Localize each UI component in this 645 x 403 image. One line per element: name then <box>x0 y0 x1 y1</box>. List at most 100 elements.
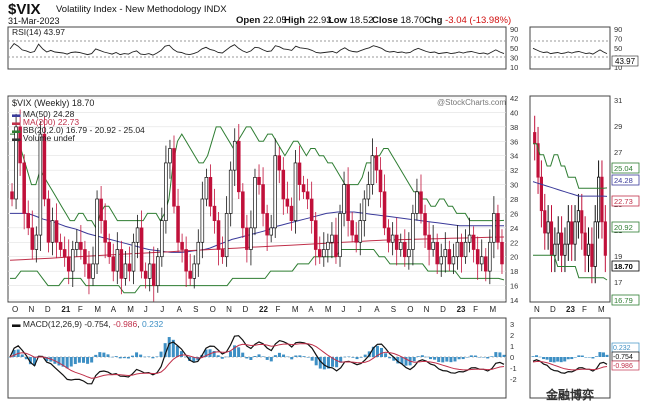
value-tag-text: 20.92 <box>614 223 633 232</box>
macd-hist-bar <box>457 357 461 360</box>
macd-hist-bar <box>81 357 85 363</box>
macd-hist-bar <box>502 354 506 357</box>
macd-hist-bar <box>416 356 420 357</box>
candle-body <box>220 249 225 258</box>
candle-body <box>156 256 160 286</box>
macd-hist-bar <box>441 357 445 363</box>
y-tick-label: 34 <box>510 152 518 161</box>
zoom-ma50-line <box>532 181 608 197</box>
candle-body <box>419 191 423 214</box>
candle-body <box>467 234 472 243</box>
zoom-macd-hist-bar <box>545 357 549 360</box>
zoom-candle-body <box>573 221 577 245</box>
candle-body <box>91 263 95 279</box>
macd-hist-bar <box>384 353 388 357</box>
x-tick-label: J <box>341 305 345 314</box>
candle-body <box>427 234 431 250</box>
macd-tick-label: -2 <box>510 375 517 384</box>
macd-tick-label: 2 <box>510 331 514 340</box>
y-tick-label: 22 <box>510 238 518 247</box>
candle-body <box>119 249 124 279</box>
macd-hist-bar <box>286 356 290 358</box>
macd-hist-bar <box>216 355 220 357</box>
candle-body <box>75 241 79 250</box>
y-tick-label: 18 <box>510 267 518 276</box>
candle-body <box>34 234 39 250</box>
quote-high: High 22.93 <box>284 15 332 26</box>
macd-tick-label: 1 <box>510 342 514 351</box>
value-tag <box>611 195 640 207</box>
macd-hist-bar <box>61 357 65 367</box>
candle-body <box>439 256 444 265</box>
zoom-candle-body <box>586 243 591 256</box>
candle-body <box>58 241 63 250</box>
macd-hist-bar <box>228 351 232 357</box>
rsi-line <box>9 43 505 56</box>
candle-body <box>180 241 184 250</box>
macd-hist-bar <box>28 357 32 365</box>
candle-body <box>95 198 99 265</box>
legend-bb: ▬ BB(20,2.0) 16.79 - 20.92 - 25.04 <box>12 125 145 135</box>
zoom-candle-body <box>556 232 560 245</box>
macd-hist-bar <box>298 355 302 357</box>
candle-body <box>115 249 120 272</box>
value-tag-text: 16.79 <box>614 296 633 305</box>
candle-body <box>249 227 253 250</box>
candle-body <box>488 241 492 272</box>
change-value: -3.04 (-13.98%) <box>445 15 512 26</box>
candle-body <box>261 184 265 214</box>
candle-body <box>500 241 504 265</box>
y-tick-label: 26 <box>510 209 518 218</box>
candle-body <box>135 227 140 243</box>
macd-tag-text: -0.986 <box>613 363 633 370</box>
macd-hist-bar <box>57 357 61 366</box>
candle-body <box>407 249 411 258</box>
candle-body <box>455 241 460 258</box>
macd-hist-bar <box>331 357 335 367</box>
macd-value: -0.754 <box>84 319 109 329</box>
ma50-line <box>10 211 505 253</box>
rsi-zoom-tick-label: 50 <box>614 44 622 53</box>
candle-body <box>386 227 391 243</box>
macd-hist-bar <box>163 343 167 357</box>
macd-hist-bar <box>24 357 28 360</box>
macd-hist-bar <box>69 357 73 367</box>
macd-label: ▬ MACD(12,26,9) -0.754, -0.986, 0.232 <box>12 319 164 329</box>
macd-hist-bar <box>294 355 298 357</box>
candle-body <box>423 213 427 236</box>
candle-body <box>443 249 448 258</box>
macd-hist-bar <box>73 357 77 365</box>
macd-hist-bar <box>314 357 318 366</box>
macd-signal-line <box>9 343 505 379</box>
candle-body <box>54 220 59 243</box>
candle-body <box>160 220 164 258</box>
macd-hist-bar <box>482 357 486 358</box>
candle-body <box>38 133 43 236</box>
macd-hist-bar <box>306 357 310 358</box>
macd-hist-bar <box>179 351 183 357</box>
macd-tag-text: -0.754 <box>613 354 633 361</box>
value-tag <box>611 162 640 174</box>
macd-hist-bar <box>486 357 490 359</box>
zoom-macd-hist-bar <box>538 356 542 358</box>
y-tick-label: 28 <box>510 195 518 204</box>
zoom-x-tick-label: 23 <box>566 305 575 314</box>
macd-hist-bar <box>126 357 130 359</box>
x-tick-label: N <box>28 305 34 314</box>
macd-hist-bar <box>233 345 237 357</box>
macd-hist-bar <box>90 357 94 363</box>
x-tick-label: J <box>358 305 362 314</box>
zoom-y-tick-label: 27 <box>614 148 622 157</box>
macd-hist-bar <box>326 357 330 369</box>
x-tick-label: D <box>243 305 249 314</box>
macd-hist-bar <box>335 357 339 368</box>
candle-body <box>204 177 209 200</box>
candle-body <box>147 263 152 279</box>
macd-hist-bar <box>310 357 314 361</box>
zoom-candle-body <box>549 221 554 256</box>
zoom-macd-hist-bar <box>605 354 609 357</box>
x-tick-label: N <box>424 305 430 314</box>
candle-body <box>151 263 156 286</box>
zoom-macd-hist-bar <box>566 357 570 360</box>
high-value: 22.93 <box>307 15 332 26</box>
